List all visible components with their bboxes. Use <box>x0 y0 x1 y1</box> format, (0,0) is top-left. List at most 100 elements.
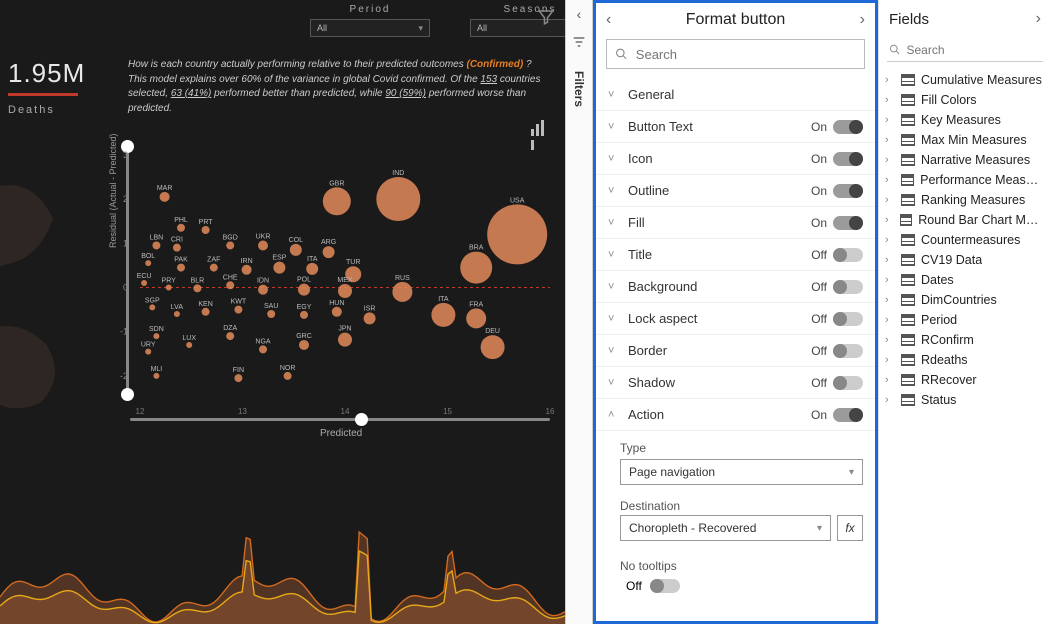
field-table-row[interactable]: › Fill Colors <box>879 90 1051 110</box>
format-forward-icon[interactable]: › <box>860 11 865 29</box>
svg-text:BGD: BGD <box>223 234 238 241</box>
toggle-switch[interactable] <box>833 248 863 262</box>
format-section-border[interactable]: ˅BorderOff <box>596 335 875 367</box>
field-table-label: Fill Colors <box>921 93 977 107</box>
svg-text:FRA: FRA <box>469 301 483 308</box>
svg-text:ZAF: ZAF <box>207 257 220 264</box>
field-table-row[interactable]: ›Key Measures <box>879 110 1051 130</box>
svg-text:HUN: HUN <box>329 300 344 307</box>
field-table-label: Ranking Measures <box>921 193 1025 207</box>
section-label: Icon <box>628 151 653 166</box>
field-table-row[interactable]: ›DimCountries <box>879 290 1051 310</box>
field-table-label: Status <box>921 393 956 407</box>
toggle-switch[interactable] <box>833 376 863 390</box>
table-icon <box>901 194 915 206</box>
x-range-slider-track[interactable] <box>130 418 550 421</box>
action-dest-select[interactable]: Choropleth - Recovered ▾ <box>620 515 831 541</box>
chevron-down-icon: ˅ <box>608 185 620 197</box>
chevron-down-icon: ˅ <box>608 313 620 325</box>
field-table-label: Period <box>921 313 957 327</box>
toggle-state-label: Off <box>811 312 827 326</box>
format-section-title[interactable]: ˅TitleOff <box>596 239 875 271</box>
field-table-row[interactable]: ›Ranking Measures <box>879 190 1051 210</box>
kpi-label: Deaths <box>8 104 85 116</box>
chevron-right-icon: › <box>885 394 895 406</box>
report-canvas: Period All ▾ Seasons All ▾ 1.95M Deaths … <box>0 0 565 624</box>
chevron-down-icon: ▾ <box>849 467 854 478</box>
svg-text:ITA: ITA <box>307 256 318 263</box>
section-label: General <box>628 87 674 102</box>
field-table-row[interactable]: › Status <box>879 390 1051 410</box>
field-table-row[interactable]: › Cumulative Measures <box>879 70 1051 90</box>
filter-icon[interactable] <box>537 8 555 26</box>
filters-icon[interactable] <box>571 34 587 53</box>
svg-text:GRC: GRC <box>296 333 312 340</box>
field-table-row[interactable]: ›Round Bar Chart Measu... <box>879 210 1051 230</box>
toggle-switch[interactable] <box>833 152 863 166</box>
field-table-label: Cumulative Measures <box>921 73 1042 87</box>
toggle-state-label: On <box>811 184 827 198</box>
format-section-lock-aspect[interactable]: ˅Lock aspectOff <box>596 303 875 335</box>
toggle-switch[interactable] <box>833 120 863 134</box>
chevron-right-icon: › <box>885 94 895 106</box>
field-table-row[interactable]: ›Countermeasures <box>879 230 1051 250</box>
format-search-input[interactable] <box>636 47 856 62</box>
fields-search[interactable] <box>887 38 1043 62</box>
period-dropdown[interactable]: All ▾ <box>310 19 430 37</box>
field-table-row[interactable]: ›RConfirm <box>879 330 1051 350</box>
field-table-row[interactable]: ›Narrative Measures <box>879 150 1051 170</box>
chevron-down-icon: ▾ <box>817 523 822 534</box>
table-icon <box>901 154 915 166</box>
format-search[interactable] <box>606 39 865 69</box>
bar-chart-icon[interactable] <box>531 120 549 136</box>
toggle-switch[interactable] <box>833 216 863 230</box>
svg-text:14: 14 <box>341 407 350 416</box>
chevron-right-icon: › <box>885 354 895 366</box>
field-table-row[interactable]: ›CV19 Data <box>879 250 1051 270</box>
field-table-row[interactable]: ›Period <box>879 310 1051 330</box>
kpi-card: 1.95M Deaths <box>8 58 85 116</box>
field-table-row[interactable]: ›RRecover <box>879 370 1051 390</box>
svg-text:CHE: CHE <box>223 274 238 281</box>
toggle-switch[interactable] <box>833 312 863 326</box>
format-section-shadow[interactable]: ˅ShadowOff <box>596 367 875 399</box>
filters-rail: ‹ Filters <box>565 0 593 624</box>
section-label: Action <box>628 407 664 422</box>
format-section-outline[interactable]: ˅ Outline On <box>596 175 875 207</box>
format-back-icon[interactable]: ‹ <box>606 11 611 29</box>
field-table-row[interactable]: ›Rdeaths <box>879 350 1051 370</box>
format-section-action[interactable]: ˄ActionOn <box>596 399 875 431</box>
field-table-row[interactable]: ›Performance Measures <box>879 170 1051 190</box>
svg-text:PRT: PRT <box>199 219 214 226</box>
tooltip-toggle[interactable] <box>650 579 680 593</box>
toggle-state-label: Off <box>811 376 827 390</box>
x-slider-knob[interactable] <box>355 413 368 426</box>
format-section-icon[interactable]: ˅IconOn <box>596 143 875 175</box>
toggle-state-label: On <box>811 216 827 230</box>
section-label: Background <box>628 279 697 294</box>
format-section-fill[interactable]: ˅FillOn <box>596 207 875 239</box>
action-type-select[interactable]: Page navigation ▾ <box>620 459 863 485</box>
toggle-switch[interactable] <box>833 280 863 294</box>
chevron-left-icon[interactable]: ‹ <box>577 6 582 22</box>
toggle-switch[interactable] <box>833 184 863 198</box>
chevron-right-icon: › <box>885 74 895 86</box>
toggle-switch[interactable] <box>833 408 863 422</box>
svg-text:BOL: BOL <box>141 253 155 260</box>
svg-text:USA: USA <box>510 197 525 204</box>
field-table-row[interactable]: ›Max Min Measures <box>879 130 1051 150</box>
chevron-up-icon: ˄ <box>608 409 620 421</box>
table-icon <box>901 234 915 246</box>
svg-text:12: 12 <box>136 407 145 416</box>
section-label: Outline <box>628 183 669 198</box>
scatter-chart[interactable]: -2-101231213141516MARPHLPRTGBRINDUSABRAL… <box>90 138 560 418</box>
toggle-switch[interactable] <box>833 344 863 358</box>
format-section-general[interactable]: ˅General <box>596 79 875 111</box>
fields-search-input[interactable] <box>907 43 1042 57</box>
format-section-background[interactable]: ˅BackgroundOff <box>596 271 875 303</box>
chevron-right-icon[interactable]: › <box>1036 10 1041 28</box>
fx-button[interactable]: fx <box>837 515 863 541</box>
svg-text:GBR: GBR <box>329 180 344 187</box>
format-section-button-text[interactable]: ˅Button TextOn <box>596 111 875 143</box>
field-table-row[interactable]: ›Dates <box>879 270 1051 290</box>
